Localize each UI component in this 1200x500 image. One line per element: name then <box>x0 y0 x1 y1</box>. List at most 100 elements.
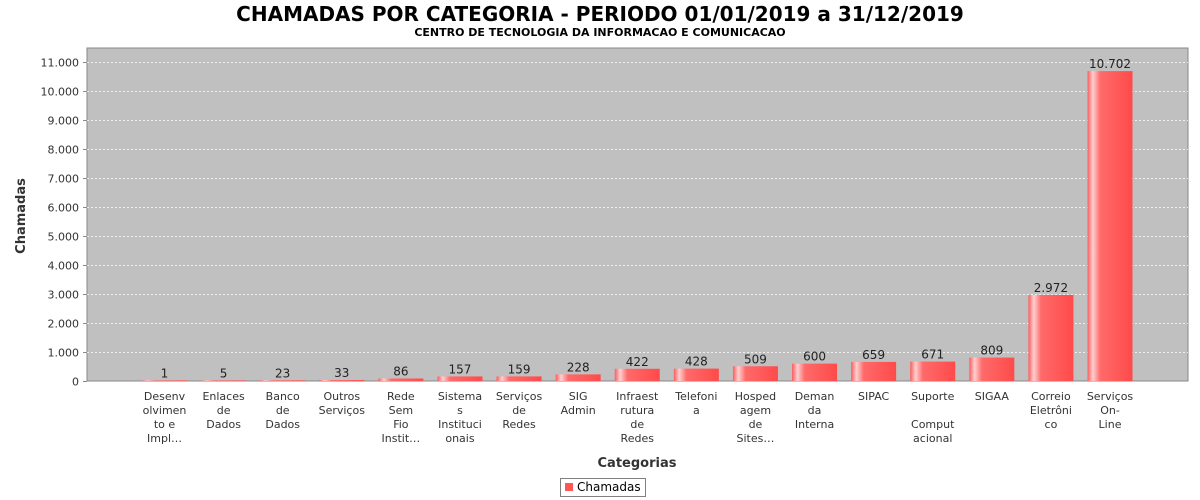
x-tick-label: SIG <box>569 390 588 403</box>
x-tick-label: Line <box>1099 418 1122 431</box>
x-tick-label: Serviços <box>496 390 543 403</box>
y-tick-label: 8.000 <box>48 144 80 157</box>
y-tick-label: 11.000 <box>41 57 80 70</box>
plot-area <box>86 47 1189 382</box>
bar-value-label: 509 <box>744 352 767 366</box>
legend-label: Chamadas <box>577 480 641 494</box>
x-tick-label: onais <box>445 432 474 445</box>
bar-value-label: 659 <box>862 348 885 362</box>
x-tick-label: de <box>749 418 763 431</box>
bar <box>201 380 247 381</box>
x-axis-label: Categorias <box>598 456 677 471</box>
bar-value-label: 86 <box>393 365 408 379</box>
bar <box>378 378 424 381</box>
x-tick-label: Fio <box>393 418 409 431</box>
x-tick-label: rutura <box>620 404 654 417</box>
x-tick-label: s <box>457 404 463 417</box>
bar-value-label: 23 <box>275 366 290 380</box>
bar <box>732 366 778 381</box>
y-tick-label: 7.000 <box>48 173 80 186</box>
bar-value-label: 5 <box>220 366 228 380</box>
x-tick-label: Telefoni <box>674 390 717 403</box>
x-tick-label: Sistema <box>438 390 482 403</box>
x-tick-label: Eletrôni <box>1030 404 1072 417</box>
bar <box>496 376 542 381</box>
x-tick-label: Redes <box>502 418 536 431</box>
bar <box>555 374 601 381</box>
x-tick-label: Interna <box>795 418 834 431</box>
y-tick-label: 3.000 <box>48 289 80 302</box>
bar <box>260 380 306 381</box>
x-tick-label: Dados <box>265 418 300 431</box>
bar-value-label: 600 <box>803 350 826 364</box>
x-tick-label: SIGAA <box>975 390 1010 403</box>
x-tick-label: to e <box>154 418 176 431</box>
bar <box>319 380 365 381</box>
y-tick-label: 10.000 <box>41 86 80 99</box>
x-tick-label: Sites… <box>737 432 775 445</box>
legend: Chamadas <box>560 478 646 497</box>
legend-swatch <box>565 483 573 491</box>
x-tick-label: Enlaces <box>202 390 245 403</box>
y-tick-label: 6.000 <box>48 202 80 215</box>
x-tick-label: Suporte <box>911 390 955 403</box>
bar-value-label: 2.972 <box>1034 281 1068 295</box>
x-tick-label: Rede <box>387 390 415 403</box>
x-tick-label: Instit… <box>382 432 421 445</box>
bar-value-label: 809 <box>980 344 1003 358</box>
y-tick-label: 5.000 <box>48 231 80 244</box>
x-tick-label: co <box>1045 418 1058 431</box>
x-tick-label: Admin <box>561 404 596 417</box>
bar <box>1087 71 1133 382</box>
bar-value-label: 228 <box>567 360 590 374</box>
bar <box>673 368 719 381</box>
y-tick-label: 4.000 <box>48 260 80 273</box>
x-tick-label: Correio <box>1031 390 1071 403</box>
chart-subtitle: CENTRO DE TECNOLOGIA DA INFORMACAO E COM… <box>414 26 786 39</box>
y-tick-label: 1.000 <box>48 347 80 360</box>
x-tick-label: de <box>512 404 526 417</box>
bar-value-label: 159 <box>508 362 531 376</box>
x-tick-label: de <box>276 404 290 417</box>
y-tick-label: 0 <box>72 376 79 389</box>
x-tick-label: agem <box>740 404 771 417</box>
x-tick-label: Desenv <box>144 390 186 403</box>
y-axis-label: Chamadas <box>14 178 29 254</box>
x-tick-label: Outros <box>323 390 360 403</box>
bar-value-label: 33 <box>334 366 349 380</box>
x-tick-label: de <box>630 418 644 431</box>
bar <box>1028 294 1074 381</box>
bar <box>792 363 838 381</box>
bar <box>614 368 660 381</box>
x-tick-label: de <box>217 404 231 417</box>
bar-value-label: 428 <box>685 355 708 369</box>
bar <box>437 376 483 381</box>
bar-value-label: 422 <box>626 355 649 369</box>
bar-value-label: 1 <box>161 366 169 380</box>
bar <box>910 361 956 381</box>
x-tick-label: Impl… <box>147 432 182 445</box>
x-tick-label: Redes <box>621 432 655 445</box>
x-tick-label: Serviços <box>319 404 366 417</box>
x-tick-label: a <box>693 404 700 417</box>
x-tick-label: acional <box>913 432 952 445</box>
bar <box>142 380 187 381</box>
bar <box>851 361 897 381</box>
y-tick-label: 2.000 <box>48 318 80 331</box>
x-tick-label: Instituci <box>438 418 482 431</box>
x-tick-label: olvimen <box>143 404 187 417</box>
x-tick-label: Sem <box>389 404 413 417</box>
x-tick-label: Serviços <box>1087 390 1134 403</box>
x-tick-label: Comput <box>911 418 955 431</box>
x-tick-label: On- <box>1100 404 1120 417</box>
x-tick-label: Dados <box>206 418 241 431</box>
bar <box>969 357 1015 381</box>
x-tick-label: Banco <box>266 390 300 403</box>
x-tick-label: Hosped <box>735 390 776 403</box>
bar-value-label: 671 <box>921 348 944 362</box>
x-tick-label: da <box>808 404 822 417</box>
x-tick-label: SIPAC <box>858 390 889 403</box>
bar-value-label: 157 <box>449 362 472 376</box>
y-tick-label: 9.000 <box>48 115 80 128</box>
